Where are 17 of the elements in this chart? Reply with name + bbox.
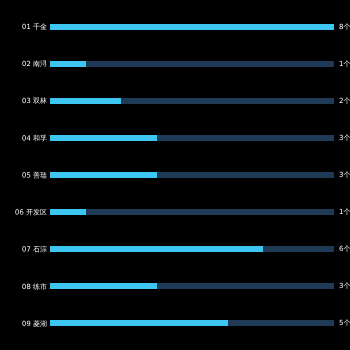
bar bbox=[50, 172, 157, 178]
bar bbox=[50, 283, 157, 289]
bar bbox=[157, 283, 334, 289]
bar bbox=[50, 24, 334, 30]
bar bbox=[263, 246, 334, 252]
bar bbox=[50, 98, 121, 104]
bar bbox=[228, 320, 334, 326]
bar bbox=[50, 135, 157, 141]
bar bbox=[50, 61, 86, 67]
bar bbox=[157, 172, 334, 178]
bar bbox=[50, 209, 86, 215]
bar bbox=[121, 98, 334, 104]
bar bbox=[50, 320, 228, 326]
bar bbox=[157, 135, 334, 141]
bar bbox=[86, 209, 334, 215]
bar bbox=[50, 246, 263, 252]
bar bbox=[86, 61, 334, 67]
